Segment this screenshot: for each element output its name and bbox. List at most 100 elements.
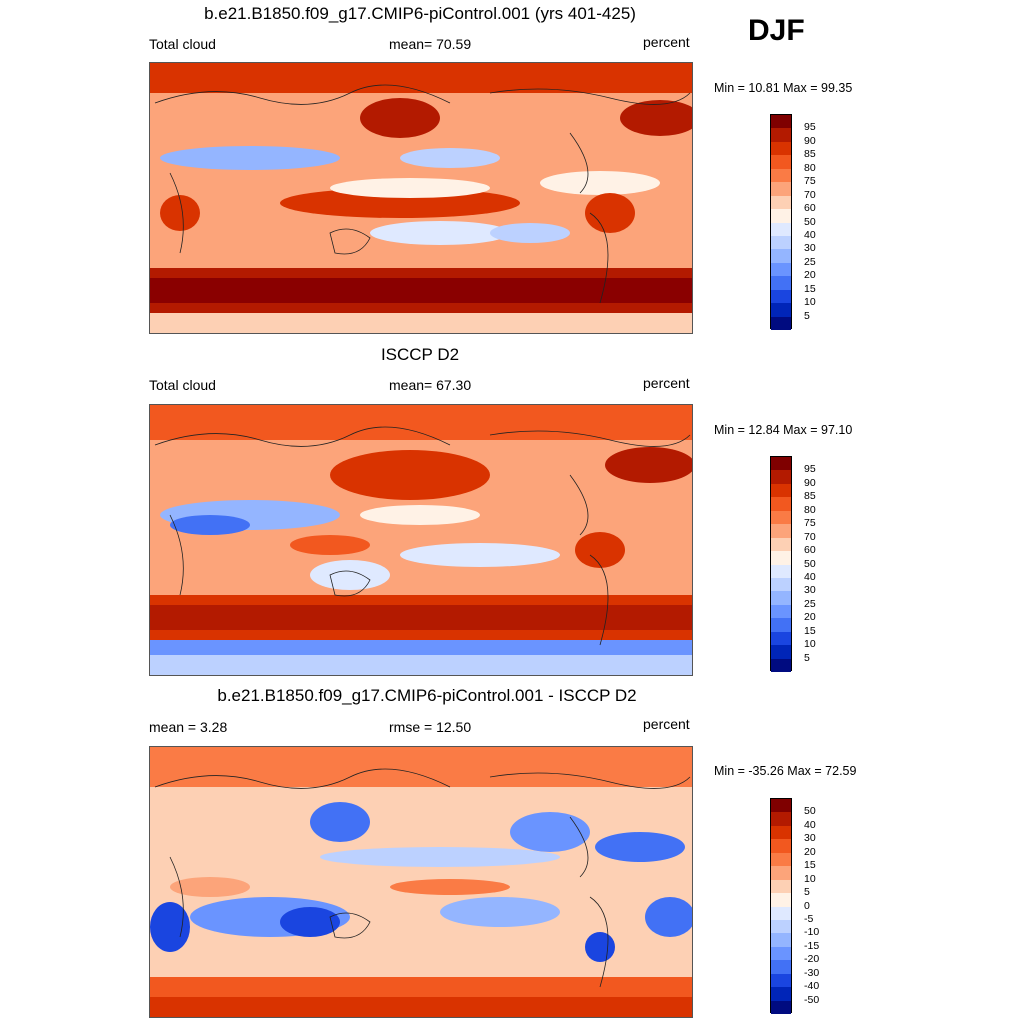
colorbar-tick-label: 50	[804, 215, 816, 228]
colorbar-swatch	[771, 316, 791, 330]
colorbar-tick-label: 90	[804, 134, 816, 147]
colorbar-tick-label: 50	[804, 805, 816, 818]
panel-1-mean-label: mean= 70.59	[389, 36, 472, 52]
colorbar-swatch	[771, 303, 791, 317]
colorbar-tick-label: 10	[804, 638, 816, 651]
world-map-icon	[150, 405, 692, 675]
colorbar-swatch	[771, 470, 791, 484]
panel-1-left-label: Total cloud	[149, 36, 216, 52]
colorbar-tick-label: 95	[804, 121, 816, 134]
colorbar-tick-label: 15	[804, 624, 816, 637]
colorbar-tick-label: 40	[804, 570, 816, 583]
colorbar-tick-label: 20	[804, 845, 816, 858]
colorbar-swatch	[771, 631, 791, 646]
colorbar-tick-label: 80	[804, 161, 816, 174]
panel-3-map	[149, 746, 693, 1018]
colorbar-tick-label: -5	[804, 912, 814, 925]
colorbar-tick-label: 90	[804, 476, 816, 489]
colorbar-swatch	[771, 524, 791, 538]
panel-2-colorbar	[770, 456, 792, 672]
colorbar-tick-label: 30	[804, 832, 816, 845]
colorbar-swatch	[771, 987, 791, 1001]
colorbar-tick-label: -40	[804, 980, 820, 993]
colorbar-tick-label: 20	[804, 611, 816, 624]
panel-2-units-label: percent	[643, 375, 690, 391]
panel-1-colorbar	[770, 114, 792, 330]
colorbar-swatch	[771, 933, 791, 947]
panel-3-mean-label: mean = 3.28	[149, 719, 228, 735]
colorbar-tick-label: -20	[804, 953, 820, 966]
colorbar-tick-label: 10	[804, 296, 816, 309]
colorbar-swatch	[771, 182, 791, 196]
colorbar-swatch	[771, 497, 791, 511]
colorbar-swatch	[771, 289, 791, 304]
colorbar-tick-label: -10	[804, 926, 820, 939]
season-label: DJF	[748, 14, 805, 47]
colorbar-swatch	[771, 658, 791, 672]
colorbar-swatch	[771, 839, 791, 853]
panel-3-colorbar	[770, 798, 792, 1014]
colorbar-swatch	[771, 262, 791, 277]
colorbar-tick-label: 95	[804, 463, 816, 476]
colorbar-swatch	[771, 825, 791, 840]
colorbar-tick-label: 60	[804, 544, 816, 557]
colorbar-swatch	[771, 510, 791, 525]
colorbar-swatch	[771, 852, 791, 867]
panel-2-mean-label: mean= 67.30	[389, 377, 472, 393]
colorbar-tick-label: 25	[804, 255, 816, 268]
panel-3-title: b.e21.B1850.f09_g17.CMIP6-piControl.001 …	[217, 686, 637, 705]
panel-1-map	[149, 62, 693, 334]
colorbar-tick-label: 30	[804, 242, 816, 255]
colorbar-swatch	[771, 960, 791, 974]
colorbar-swatch	[771, 195, 791, 210]
colorbar-swatch	[771, 209, 791, 223]
colorbar-swatch	[771, 973, 791, 988]
panel-1-units-label: percent	[643, 34, 690, 50]
colorbar-tick-label: 70	[804, 188, 816, 201]
colorbar-swatch	[771, 222, 791, 236]
colorbar-tick-label: 5	[804, 309, 810, 322]
colorbar-swatch	[771, 618, 791, 632]
colorbar-swatch	[771, 645, 791, 659]
colorbar-tick-label: 0	[804, 899, 810, 912]
colorbar-swatch	[771, 235, 791, 250]
colorbar-swatch	[771, 115, 791, 129]
panel-2-map	[149, 404, 693, 676]
panel-2-left-label: Total cloud	[149, 377, 216, 393]
colorbar-tick-label: 75	[804, 517, 816, 530]
colorbar-tick-label: 60	[804, 202, 816, 215]
colorbar-tick-label: 70	[804, 530, 816, 543]
colorbar-tick-label: 20	[804, 269, 816, 282]
panel-1-minmax: Min = 10.81 Max = 99.35	[714, 81, 853, 95]
colorbar-tick-label: 10	[804, 872, 816, 885]
colorbar-swatch	[771, 866, 791, 880]
colorbar-swatch	[771, 457, 791, 471]
colorbar-tick-label: -15	[804, 939, 820, 952]
colorbar-swatch	[771, 591, 791, 605]
colorbar-tick-label: 75	[804, 175, 816, 188]
panel-2-title: ISCCP D2	[380, 345, 460, 364]
colorbar-swatch	[771, 812, 791, 826]
colorbar-swatch	[771, 564, 791, 578]
colorbar-swatch	[771, 799, 791, 813]
world-map-icon	[150, 63, 692, 333]
colorbar-tick-label: 50	[804, 557, 816, 570]
colorbar-swatch	[771, 276, 791, 290]
colorbar-tick-label: 15	[804, 859, 816, 872]
colorbar-swatch	[771, 906, 791, 920]
panel-3-units-label: percent	[643, 716, 690, 732]
panel-1-title: b.e21.B1850.f09_g17.CMIP6-piControl.001 …	[204, 4, 636, 23]
colorbar-tick-label: 40	[804, 228, 816, 241]
colorbar-swatch	[771, 483, 791, 498]
colorbar-tick-label: 5	[804, 886, 810, 899]
colorbar-tick-label: 80	[804, 503, 816, 516]
colorbar-swatch	[771, 551, 791, 565]
panel-3-minmax: Min = -35.26 Max = 72.59	[714, 764, 857, 778]
colorbar-swatch	[771, 946, 791, 961]
colorbar-tick-label: 15	[804, 282, 816, 295]
colorbar-swatch	[771, 537, 791, 552]
colorbar-swatch	[771, 604, 791, 619]
colorbar-swatch	[771, 879, 791, 894]
colorbar-swatch	[771, 1000, 791, 1014]
colorbar-tick-label: 85	[804, 148, 816, 161]
